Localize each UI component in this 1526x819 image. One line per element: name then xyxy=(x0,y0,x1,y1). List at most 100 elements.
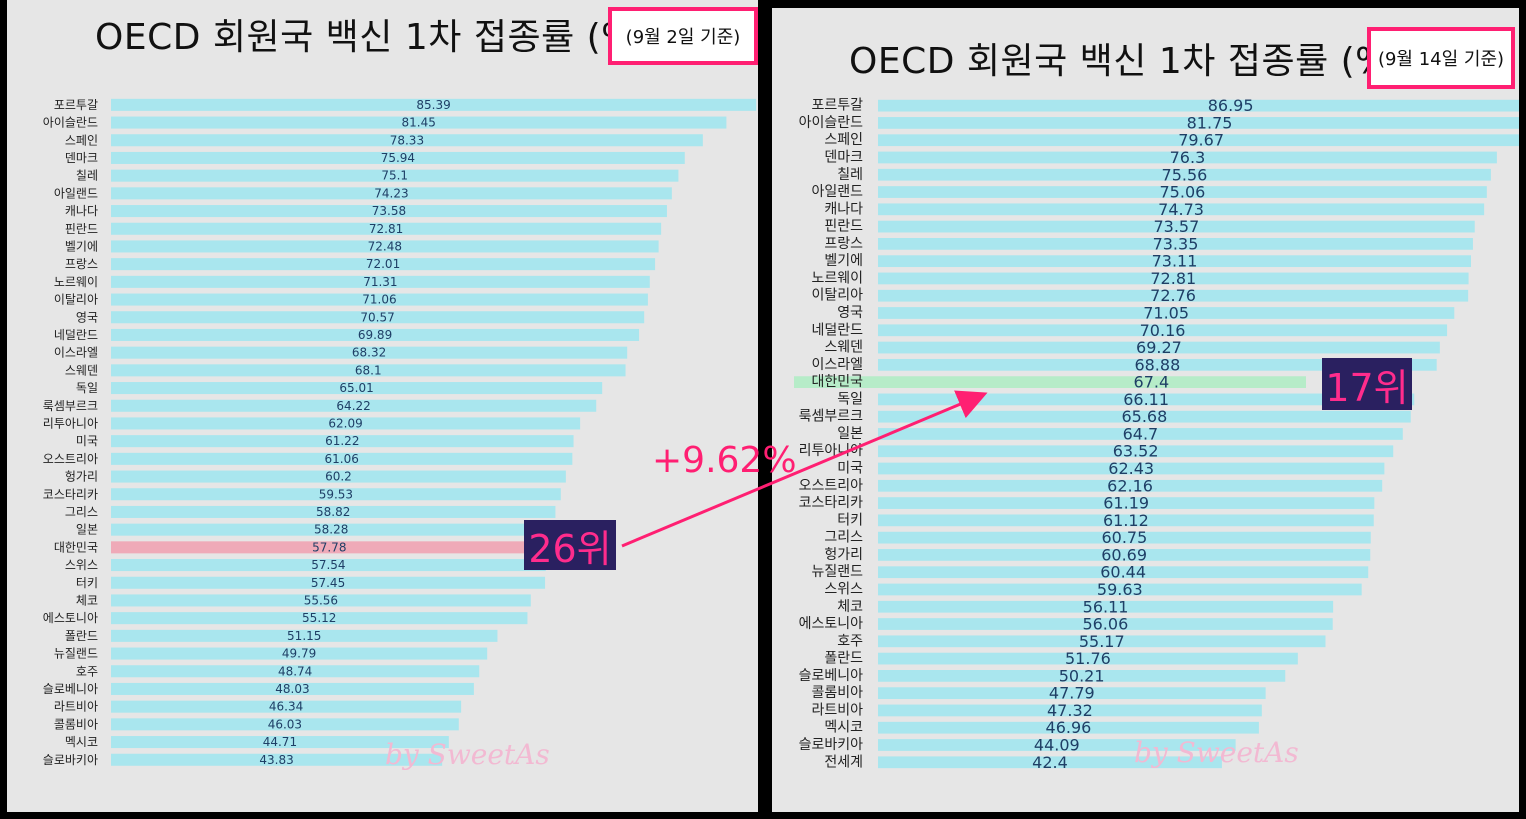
right-category-label: 벨기에 xyxy=(824,253,863,269)
right-value-label: 74.73 xyxy=(1158,200,1204,219)
left-value-label: 61.22 xyxy=(325,434,359,448)
left-value-label: 70.57 xyxy=(360,310,394,324)
left-bar xyxy=(111,417,581,430)
right-category-label: 뉴질랜드 xyxy=(811,564,863,580)
left-value-label: 71.31 xyxy=(363,275,397,289)
right-bar xyxy=(878,307,1455,319)
left-date-note: (9월 2일 기준) xyxy=(608,7,758,65)
left-value-label: 57.54 xyxy=(311,558,345,572)
left-value-label: 71.06 xyxy=(362,293,396,307)
left-category-label: 아이슬란드 xyxy=(43,116,98,130)
right-category-label: 전세계 xyxy=(824,754,863,770)
left-value-label: 61.06 xyxy=(324,452,358,466)
right-bar xyxy=(878,255,1472,268)
right-bar xyxy=(878,358,1437,371)
left-category-label: 체코 xyxy=(76,593,98,607)
left-bar xyxy=(111,470,566,483)
left-bar xyxy=(111,665,480,678)
right-category-label: 에스토니아 xyxy=(799,616,864,632)
right-category-label: 오스트리아 xyxy=(799,478,864,494)
left-value-label: 85.39 xyxy=(416,98,450,112)
right-value-label: 59.63 xyxy=(1097,580,1143,599)
right-value-label: 86.95 xyxy=(1208,96,1254,115)
left-category-label: 콜롬비아 xyxy=(54,717,98,731)
left-category-label: 아일랜드 xyxy=(54,186,98,200)
right-value-label: 73.35 xyxy=(1153,234,1199,253)
left-category-label: 포르투갈 xyxy=(54,98,98,112)
right-category-label: 네덜란드 xyxy=(811,322,863,338)
left-bar xyxy=(111,205,667,218)
right-bar xyxy=(878,324,1448,337)
right-bar xyxy=(878,531,1371,544)
right-bar xyxy=(878,341,1440,354)
right-value-label: 66.11 xyxy=(1123,390,1169,409)
right-value-label: 68.88 xyxy=(1134,355,1180,374)
left-value-label: 57.45 xyxy=(311,576,345,590)
left-value-label: 75.1 xyxy=(381,169,408,183)
left-chart-title: OECD 회원국 백신 1차 접종률 (% xyxy=(95,17,636,58)
left-category-label: 프랑스 xyxy=(65,257,98,271)
left-bar xyxy=(111,240,659,253)
right-category-label: 독일 xyxy=(837,391,863,407)
left-value-label: 69.89 xyxy=(358,328,392,342)
right-bar xyxy=(878,618,1333,630)
right-category-label: 리투아니아 xyxy=(799,443,864,459)
right-category-label: 슬로베니아 xyxy=(799,668,864,684)
left-category-label: 헝가리 xyxy=(65,470,98,484)
left-bar xyxy=(111,258,656,271)
right-value-label: 61.12 xyxy=(1103,511,1149,530)
left-bar xyxy=(111,364,626,377)
right-value-label: 73.57 xyxy=(1153,217,1199,236)
left-bar xyxy=(111,399,597,412)
right-value-label: 72.76 xyxy=(1150,286,1196,305)
right-category-label: 콜롬비아 xyxy=(811,685,863,701)
left-value-label: 48.03 xyxy=(275,682,309,696)
left-bar xyxy=(111,647,488,660)
right-value-label: 69.27 xyxy=(1136,338,1182,357)
right-category-label: 룩셈부르크 xyxy=(799,409,864,425)
right-category-label: 포르투갈 xyxy=(811,98,863,114)
left-value-label: 46.34 xyxy=(269,700,303,714)
right-value-label: 64.7 xyxy=(1123,424,1159,443)
left-category-label: 오스트리아 xyxy=(43,452,98,466)
left-bar xyxy=(111,169,679,182)
right-value-label: 63.52 xyxy=(1113,442,1159,461)
right-category-label: 스위스 xyxy=(824,581,863,597)
right-category-label: 프랑스 xyxy=(824,236,863,252)
right-rank-badge: 17위 xyxy=(1322,358,1412,410)
left-bar xyxy=(111,576,546,589)
right-date-note-text: (9월 14일 기준) xyxy=(1377,49,1505,70)
right-value-label: 47.32 xyxy=(1047,701,1093,720)
right-value-label: 62.16 xyxy=(1107,476,1153,495)
right-category-label: 멕시코 xyxy=(824,720,863,736)
right-value-label: 73.11 xyxy=(1152,252,1198,271)
right-category-label: 이스라엘 xyxy=(811,357,863,373)
left-bar xyxy=(111,594,531,607)
left-bar xyxy=(111,346,628,359)
left-bar xyxy=(111,488,561,501)
right-value-label: 81.75 xyxy=(1187,113,1233,132)
left-value-label: 81.45 xyxy=(402,116,436,130)
right-value-label: 75.06 xyxy=(1160,183,1206,202)
left-value-label: 64.22 xyxy=(336,399,370,413)
right-bar xyxy=(878,514,1374,527)
left-bar xyxy=(111,222,662,235)
right-value-label: 79.67 xyxy=(1178,131,1224,150)
left-value-label: 68.32 xyxy=(352,346,386,360)
left-value-label: 58.82 xyxy=(316,505,350,519)
left-bar xyxy=(111,187,672,200)
right-value-label: 76.3 xyxy=(1170,148,1206,167)
left-value-label: 46.03 xyxy=(268,717,302,731)
right-bar xyxy=(878,583,1362,596)
right-category-label: 영국 xyxy=(837,305,863,321)
left-category-label: 코스타리카 xyxy=(43,487,98,501)
right-bar xyxy=(878,220,1475,233)
left-bar xyxy=(111,98,757,111)
right-category-label: 아일랜드 xyxy=(811,184,863,200)
left-value-label: 62.09 xyxy=(328,416,362,430)
right-category-label: 터키 xyxy=(837,512,863,528)
left-rank-badge: 26위 xyxy=(524,520,616,571)
left-category-label: 이탈리아 xyxy=(54,293,98,307)
left-value-label: 58.28 xyxy=(314,523,348,537)
